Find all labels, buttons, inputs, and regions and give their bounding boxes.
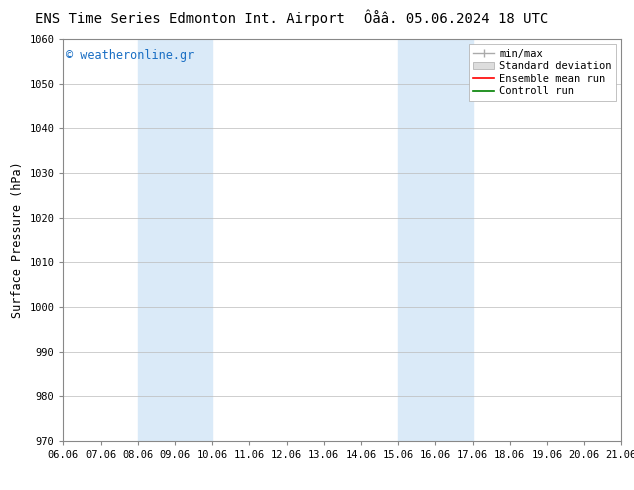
Bar xyxy=(398,39,472,441)
Text: ENS Time Series Edmonton Int. Airport: ENS Time Series Edmonton Int. Airport xyxy=(36,12,345,26)
Y-axis label: Surface Pressure (hPa): Surface Pressure (hPa) xyxy=(11,162,24,318)
Text: Ôåâ. 05.06.2024 18 UTC: Ôåâ. 05.06.2024 18 UTC xyxy=(365,12,548,26)
Text: © weatheronline.gr: © weatheronline.gr xyxy=(66,49,195,62)
Legend: min/max, Standard deviation, Ensemble mean run, Controll run: min/max, Standard deviation, Ensemble me… xyxy=(469,45,616,100)
Bar xyxy=(138,39,212,441)
